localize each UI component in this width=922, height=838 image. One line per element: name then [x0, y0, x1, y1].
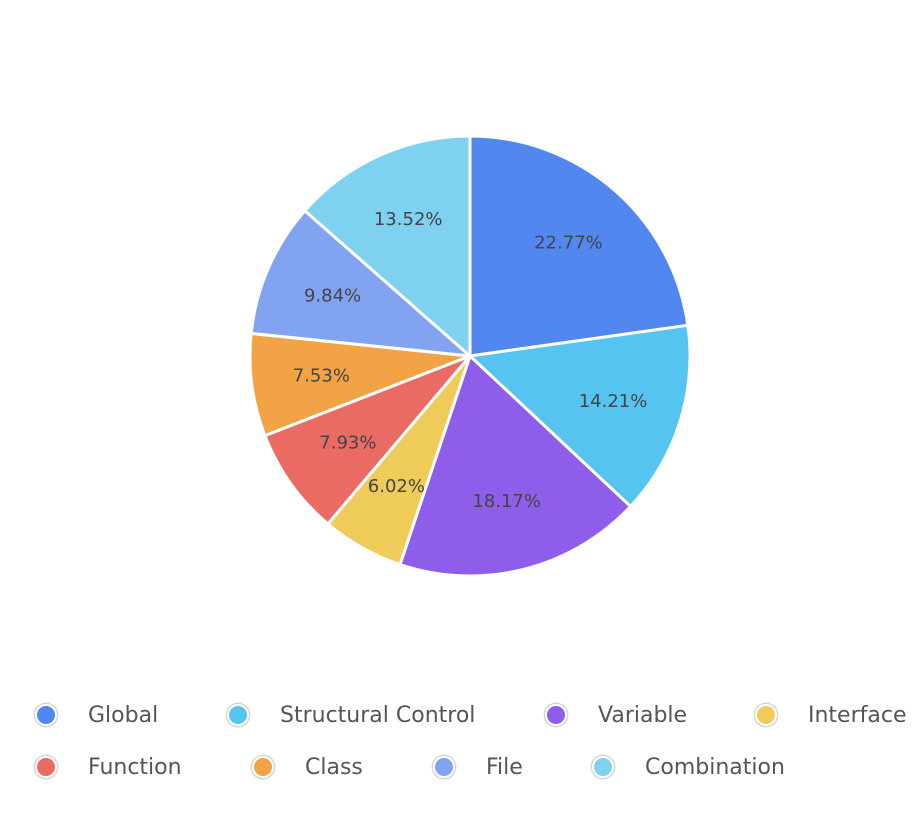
legend-marker-icon [433, 756, 455, 778]
legend-item-file[interactable]: File [433, 752, 523, 782]
pie-slice-class[interactable] [248, 331, 472, 438]
pie-slice-variable[interactable] [398, 354, 633, 578]
legend-label: Interface [808, 702, 907, 728]
legend-item-structural-control[interactable]: Structural Control [227, 700, 475, 730]
legend-marker-icon [227, 704, 249, 726]
legend-item-variable[interactable]: Variable [545, 700, 687, 730]
pie-label-interface: 6.02% [368, 476, 425, 497]
pie-label-global: 22.77% [534, 232, 603, 253]
legend-marker-icon [592, 756, 614, 778]
legend-label: Class [305, 754, 363, 780]
legend-label: Combination [645, 754, 785, 780]
pie-slices [248, 134, 692, 578]
legend-marker-icon [252, 756, 274, 778]
legend-item-interface[interactable]: Interface [755, 700, 907, 730]
legend-label: File [486, 754, 523, 780]
pie-slice-function[interactable] [263, 354, 472, 526]
pie-labels: 22.77% 14.21% 18.17% 6.02% 7.93% 7.53% 9.84% 13… [293, 209, 648, 512]
pie-label-function: 7.93% [319, 433, 376, 454]
legend-marker-icon [35, 704, 57, 726]
pie-label-structural-control: 14.21% [579, 391, 648, 412]
pie-slice-file[interactable] [249, 209, 472, 358]
legend-item-global[interactable]: Global [35, 700, 158, 730]
legend-label: Structural Control [280, 702, 476, 728]
legend-marker-icon [35, 756, 57, 778]
legend-label: Global [88, 702, 159, 728]
pie-label-combination: 13.52% [374, 209, 443, 230]
legend-item-class[interactable]: Class [252, 752, 363, 782]
legend-item-function[interactable]: Function [35, 752, 182, 782]
pie-slice-global[interactable] [468, 134, 690, 358]
legend-label: Function [88, 754, 182, 780]
pie-label-variable: 18.17% [472, 491, 541, 512]
pie-slice-structural-control[interactable] [468, 323, 692, 508]
legend-label: Variable [598, 702, 688, 728]
pie-label-class: 7.53% [293, 365, 350, 386]
pie-label-file: 9.84% [304, 285, 361, 306]
legend-marker-icon [545, 704, 567, 726]
pie-slice-combination[interactable] [303, 134, 472, 358]
legend-marker-icon [755, 704, 777, 726]
legend-item-combination[interactable]: Combination [592, 752, 785, 782]
